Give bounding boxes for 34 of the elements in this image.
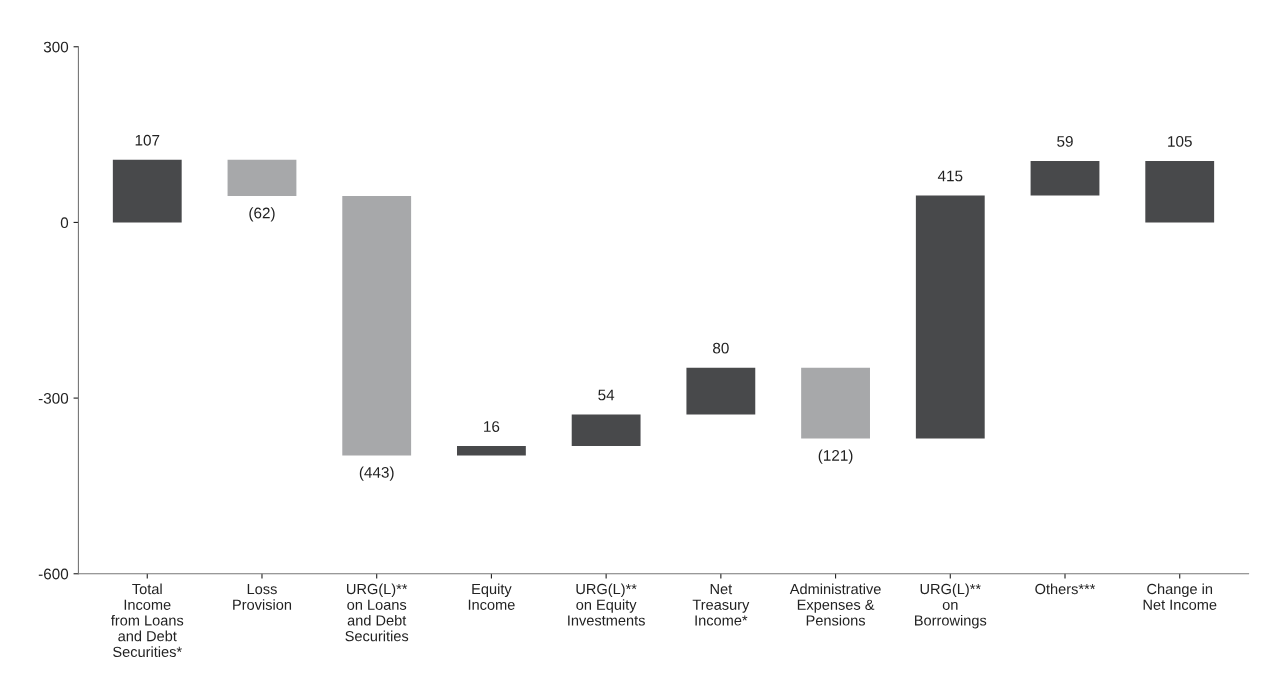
x-tick-label: Change in Net Income xyxy=(1143,583,1217,610)
bar xyxy=(227,159,297,197)
bar xyxy=(686,367,756,415)
data-label: 415 xyxy=(937,170,963,182)
bar xyxy=(1145,160,1215,223)
x-tick-label: Administrative Expenses & Pensions xyxy=(789,583,881,626)
data-label: (62) xyxy=(249,207,275,222)
x-tick-label: URG(L)** on Borrowings xyxy=(915,583,987,629)
data-label: 80 xyxy=(713,342,729,354)
bar xyxy=(1030,160,1100,196)
x-tick-label: Loss Provision xyxy=(233,584,292,610)
x-tick-label: Equity Income xyxy=(468,583,515,610)
y-tick-label: 0 xyxy=(60,217,69,229)
x-tick-label: Others*** xyxy=(1035,583,1096,595)
bar xyxy=(571,414,641,447)
data-label: (443) xyxy=(359,466,394,481)
data-label: (121) xyxy=(818,449,853,464)
data-label: 59 xyxy=(1057,136,1073,147)
data-label: 16 xyxy=(484,421,500,432)
bar xyxy=(801,367,870,439)
bar xyxy=(915,195,985,439)
data-label: 107 xyxy=(135,134,160,146)
y-tick-label: 300 xyxy=(43,41,69,53)
x-tick-label: Total Income from Loans and Debt Securities* xyxy=(111,583,184,658)
data-label: 54 xyxy=(598,389,615,401)
bar xyxy=(342,196,412,456)
x-tick-label: URG(L)** on Equity Investments xyxy=(568,583,645,626)
y-tick-label: -600 xyxy=(38,568,69,580)
x-tick-label: Net Treasury Income* xyxy=(692,584,750,626)
data-label: 105 xyxy=(1168,136,1192,147)
y-tick-label: -300 xyxy=(38,392,69,404)
bar xyxy=(457,446,526,456)
bar xyxy=(112,159,182,223)
x-tick-label: URG(L)** on Loans and Debt Securities xyxy=(345,583,409,642)
